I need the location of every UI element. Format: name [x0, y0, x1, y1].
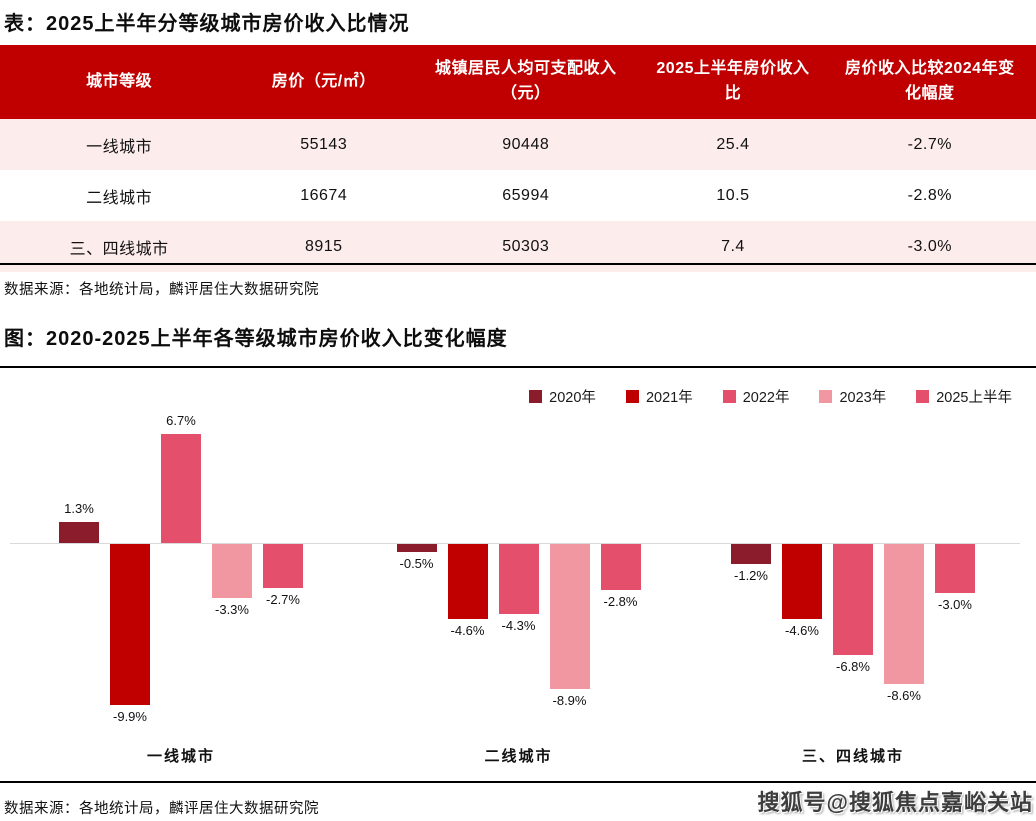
table-header-cell: 城市等级 — [0, 45, 239, 119]
legend-item: 2025上半年 — [916, 386, 1012, 407]
bar-value-label: -3.0% — [938, 597, 972, 612]
table-cell: 50303 — [502, 237, 550, 255]
table-cell: 一线城市 — [86, 138, 153, 156]
bar — [263, 544, 303, 588]
bar-value-label: -8.9% — [552, 693, 587, 708]
category-label: 二线城市 — [484, 748, 553, 765]
legend-swatch-icon — [722, 390, 736, 403]
legend-label: 2025上半年 — [936, 390, 1012, 406]
legend-swatch-icon — [529, 390, 543, 403]
chart-title: 图：2020-2025上半年各等级城市房价收入比变化幅度 — [4, 328, 508, 350]
bar-value-label: 6.7% — [166, 413, 196, 428]
table-cell: 16674 — [300, 186, 348, 204]
bar — [212, 544, 252, 598]
bar — [396, 544, 437, 552]
chart-top-divider — [0, 366, 1036, 368]
bar — [498, 544, 539, 614]
bar — [161, 434, 201, 543]
bar-value-label: -6.8% — [836, 659, 870, 674]
legend-swatch-icon — [819, 390, 833, 403]
bar-value-label: -8.6% — [887, 688, 921, 703]
bar — [884, 544, 924, 684]
legend-item: 2022年 — [722, 386, 790, 407]
table-cell: 65994 — [502, 186, 550, 204]
bar-group: -0.5% -4.6% -4.3% -8.9% -2.8% — [396, 405, 641, 745]
bar-value-label: -2.7% — [266, 592, 300, 607]
bar — [782, 544, 822, 619]
chart-source-note: 数据来源：各地统计局，麟评居住大数据研究院 — [4, 801, 319, 817]
legend-swatch-icon — [916, 390, 930, 403]
table-body: 一线城市 55143 90448 25.4 -2.7% 二线城市 16674 65994 10.… — [0, 119, 1036, 272]
bar — [59, 522, 99, 543]
table-cell: 25.4 — [716, 135, 750, 153]
category-label: 三、四线城市 — [801, 748, 905, 765]
table-source-note: 数据来源：各地统计局，麟评居住大数据研究院 — [4, 282, 319, 298]
table-header-cell: 房价（元/㎡） — [238, 45, 410, 119]
legend-label: 2020年 — [549, 390, 596, 406]
legend-swatch-icon — [625, 390, 639, 403]
table-cell: 8915 — [304, 237, 343, 255]
table-cell: 10.5 — [716, 186, 750, 204]
bar-value-label: -2.8% — [603, 594, 638, 609]
table-cell: -2.7% — [907, 135, 952, 153]
bar-value-label: 1.3% — [64, 501, 94, 516]
table-cell: 7.4 — [721, 237, 745, 255]
table-row: 一线城市 55143 90448 25.4 -2.7% — [0, 119, 1036, 170]
bar — [549, 544, 590, 689]
bar — [110, 544, 150, 705]
bar-group: 1.3% -9.9% 6.7% -3.3% -2.7% — [59, 405, 303, 745]
zero-axis-line — [10, 543, 1020, 544]
legend-label: 2021年 — [645, 390, 693, 406]
table-cell: -2.8% — [907, 186, 952, 204]
table-header-cell: 城镇居民人均可支配收入（元） — [409, 45, 643, 119]
watermark: 搜狐号@搜狐焦点嘉峪关站 — [757, 790, 1033, 815]
bar-value-label: -4.6% — [785, 623, 819, 638]
bar-value-label: -0.5% — [399, 556, 434, 571]
legend-item: 2023年 — [819, 386, 886, 407]
table-cell: 二线城市 — [86, 189, 153, 207]
bar-group: -1.2% -4.6% -6.8% -8.6% -3.0% — [731, 405, 975, 745]
bar — [731, 544, 771, 564]
table-cell: 三、四线城市 — [69, 240, 169, 258]
bar — [447, 544, 488, 619]
bar — [833, 544, 873, 655]
bar-value-label: -9.9% — [113, 709, 147, 724]
chart-bottom-divider — [0, 781, 1036, 783]
category-label: 一线城市 — [146, 748, 216, 765]
table-cell: -3.0% — [907, 237, 952, 255]
table-bottom-divider — [0, 263, 1036, 265]
bar-value-label: -4.3% — [501, 618, 536, 633]
table-row: 二线城市 16674 65994 10.5 -2.8% — [0, 170, 1036, 221]
price-income-table: 城市等级 房价（元/㎡） 城镇居民人均可支配收入（元） 2025上半年房价收入比 房价收… — [0, 45, 1036, 272]
legend-label: 2023年 — [839, 390, 887, 406]
table-cell: 90448 — [502, 135, 550, 153]
bar-chart: 1.3% -9.9% 6.7% -3.3% -2.7% -0.5% -4.6% -4.3% -8… — [0, 405, 1036, 745]
table-header-cell: 2025上半年房价收入比 — [642, 45, 824, 119]
table-cell: 55143 — [300, 135, 348, 153]
bar-value-label: -4.6% — [450, 623, 485, 638]
chart-legend: 2020年 2021年 2022年 2023年 2025上半年 — [529, 386, 1012, 407]
table-header-cell: 房价收入比较2024年变化幅度 — [823, 45, 1036, 119]
table-title: 表：2025上半年分等级城市房价收入比情况 — [4, 13, 410, 35]
legend-item: 2020年 — [529, 386, 596, 407]
bar-value-label: -1.2% — [734, 568, 768, 583]
bar — [935, 544, 975, 593]
table-header-row: 城市等级 房价（元/㎡） 城镇居民人均可支配收入（元） 2025上半年房价收入比 房价收… — [0, 45, 1036, 119]
legend-label: 2022年 — [742, 390, 790, 406]
bar — [600, 544, 641, 590]
legend-item: 2021年 — [625, 386, 693, 407]
bar-value-label: -3.3% — [215, 602, 249, 617]
